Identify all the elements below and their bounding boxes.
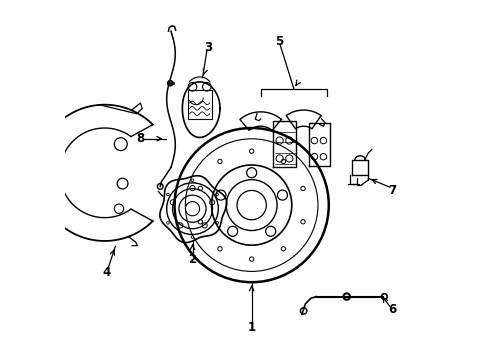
Text: 7: 7 — [387, 184, 395, 197]
Text: 6: 6 — [387, 303, 396, 316]
Text: 2: 2 — [188, 253, 196, 266]
Text: 5: 5 — [275, 35, 283, 49]
Text: 3: 3 — [204, 41, 212, 54]
Text: 1: 1 — [247, 320, 255, 333]
Text: 8: 8 — [136, 132, 144, 145]
Text: 4: 4 — [102, 266, 110, 279]
